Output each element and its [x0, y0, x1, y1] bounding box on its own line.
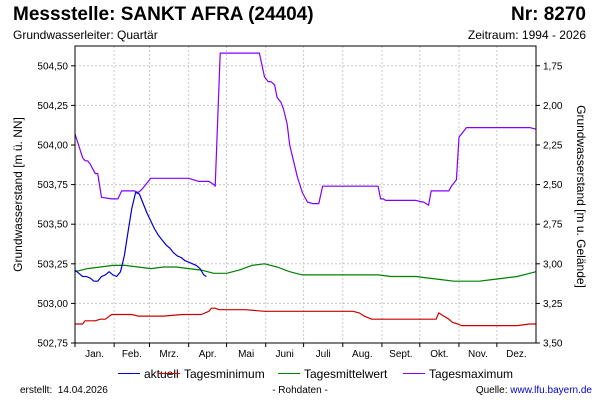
series-line-tagesmaximum: [74, 52, 537, 206]
created-info: erstellt: 14.04.2026: [20, 385, 108, 396]
station-number: Nr: 8270: [511, 4, 586, 25]
source-link[interactable]: www.lfu.bayern.de: [510, 385, 592, 396]
x-tick-label: Mrz.: [159, 349, 178, 360]
y2-tick-label: 1,75: [543, 61, 563, 72]
x-tick-label: Mai: [238, 349, 254, 360]
source-label: Quelle:: [475, 385, 508, 396]
legend-swatch-tagesmittelwert: [278, 373, 300, 375]
x-tick-label: Apr.: [199, 349, 217, 360]
legend-item-tagesmittelwert: Tagesmittelwert: [278, 367, 387, 381]
legend-label-tagesmittelwert: Tagesmittelwert: [304, 367, 388, 381]
x-tick-label: Nov.: [468, 349, 488, 360]
series-line-aktuell: [74, 191, 207, 282]
x-tick-label: Dez.: [506, 349, 527, 360]
y-tick-label: 503,75: [37, 180, 68, 191]
y2-axis-label: Grundwasserstand [m u. Gelände]: [574, 105, 588, 288]
raw-data-note: - Rohdaten -: [272, 385, 328, 396]
x-tick-label: Feb.: [122, 349, 142, 360]
aquifer-label: Grundwasserleiter: Quartär: [13, 28, 158, 42]
y-tick-label: 504,00: [37, 141, 68, 152]
y2-tick-label: 3,00: [543, 259, 563, 270]
chart-axes: 502,75 503,00 503,25 503,50 503,75 504,00 504,…: [37, 61, 562, 360]
chart-grid: [75, 46, 536, 344]
created-date: 14.04.2026: [57, 385, 108, 396]
y-tick-label: 503,00: [37, 299, 68, 310]
legend-swatch-aktuell: [118, 373, 140, 375]
legend-item-tagesminimum: Tagesminimum: [158, 367, 265, 381]
y-axis-label: Grundwasserstand [m ü. NN]: [11, 117, 25, 272]
series-line-tagesminimum: [75, 307, 536, 327]
legend-label-tagesminimum: Tagesminimum: [184, 367, 265, 381]
x-tick-label: Okt.: [430, 349, 448, 360]
x-tick-label: Juli: [316, 349, 331, 360]
x-tick-label: Sept.: [389, 349, 412, 360]
y2-tick-label: 3,50: [543, 339, 563, 350]
y2-tick-label: 2,00: [543, 101, 563, 112]
source-info: Quelle: www.lfu.bayern.de: [476, 385, 592, 396]
y-tick-label: 502,75: [37, 339, 68, 350]
legend-swatch-tagesmaximum: [403, 373, 425, 375]
y-tick-label: 503,25: [37, 259, 68, 270]
x-tick-label: Jan.: [85, 349, 104, 360]
series-line-tagesmittelwert: [74, 263, 537, 282]
y-tick-label: 504,50: [37, 61, 68, 72]
period-label: Zeitraum: 1994 - 2026: [467, 28, 586, 42]
page-title: Messstelle: SANKT AFRA (24404): [13, 4, 314, 25]
y-tick-label: 504,25: [37, 101, 68, 112]
y2-tick-label: 2,50: [543, 180, 563, 191]
y2-tick-label: 2,75: [543, 220, 563, 231]
created-label: erstellt:: [20, 385, 53, 396]
chart-series: [74, 52, 537, 327]
legend-swatch-tagesminimum: [158, 373, 180, 375]
x-tick-label: Juni: [275, 349, 293, 360]
plot-frame: [74, 45, 537, 344]
y2-tick-label: 2,25: [543, 141, 563, 152]
x-tick-label: Aug.: [352, 349, 373, 360]
y2-tick-label: 3,25: [543, 299, 563, 310]
y-tick-label: 503,50: [37, 220, 68, 231]
legend-label-tagesmaximum: Tagesmaximum: [429, 367, 514, 381]
legend-item-tagesmaximum: Tagesmaximum: [403, 367, 513, 381]
chart-legend: aktuell Tagesminimum Tagesmittelwert Tag…: [0, 367, 600, 383]
